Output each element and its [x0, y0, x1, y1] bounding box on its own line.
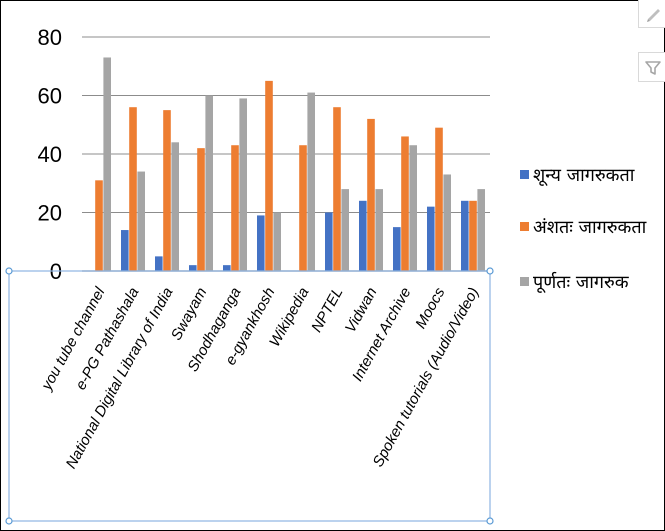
selection-handle — [5, 517, 13, 525]
bar — [341, 189, 349, 271]
bar — [307, 92, 315, 271]
bar — [469, 200, 477, 271]
bar — [171, 142, 179, 271]
bar — [137, 171, 145, 271]
selection-handle — [5, 267, 13, 275]
legend-label: शून्य जागरुकता — [533, 165, 635, 186]
bar — [265, 80, 273, 271]
bar — [103, 57, 111, 271]
bar — [435, 127, 443, 271]
legend-label: अंशतः जागरुकता — [533, 217, 647, 238]
legend-swatch — [520, 170, 529, 179]
pencil-icon — [647, 9, 660, 22]
bar — [375, 189, 383, 271]
bar — [163, 110, 171, 271]
x-tick-label: Moocs — [412, 284, 449, 331]
bar — [409, 145, 417, 271]
bar — [155, 256, 163, 271]
bar — [359, 200, 367, 271]
bar — [273, 212, 281, 271]
bar — [367, 118, 375, 272]
bar — [223, 265, 231, 271]
bar — [443, 174, 451, 271]
y-tick-label: 40 — [38, 142, 62, 167]
selection-box — [8, 270, 491, 522]
legend-swatch — [520, 277, 529, 286]
bar — [401, 136, 409, 271]
y-tick-label: 60 — [38, 84, 62, 109]
chart-filters-button[interactable] — [638, 52, 665, 82]
funnel-icon — [645, 61, 661, 75]
selection-handle — [486, 267, 494, 275]
bar — [205, 95, 213, 271]
y-tick-label: 80 — [38, 25, 62, 50]
legend-label: पूर्णतः जागरुक — [533, 271, 630, 293]
bar — [461, 200, 469, 271]
bar — [189, 265, 197, 271]
bar — [129, 107, 137, 271]
y-tick-label: 20 — [38, 201, 62, 226]
bar — [299, 145, 307, 271]
selection-handle — [486, 517, 494, 525]
legend-swatch — [520, 222, 529, 231]
bar — [333, 107, 341, 271]
bar — [95, 180, 103, 271]
bar — [427, 206, 435, 271]
bar — [239, 98, 247, 271]
bar — [257, 215, 265, 271]
bar — [197, 148, 205, 271]
bar — [231, 145, 239, 271]
bar — [477, 189, 485, 271]
chart-styles-button[interactable] — [638, 0, 665, 28]
bar — [121, 230, 129, 271]
bar — [393, 227, 401, 271]
bar — [325, 212, 333, 271]
